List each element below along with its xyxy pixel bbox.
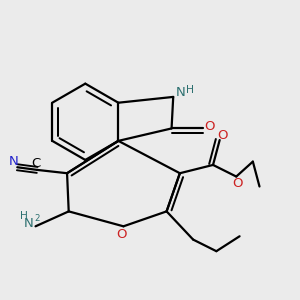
Text: N: N: [23, 217, 33, 230]
Text: H: H: [187, 85, 194, 95]
Text: O: O: [116, 228, 127, 242]
Text: H: H: [20, 211, 28, 221]
Text: N: N: [176, 86, 185, 99]
Text: O: O: [217, 129, 228, 142]
Text: N: N: [9, 155, 19, 168]
Text: O: O: [233, 177, 243, 190]
Text: O: O: [204, 120, 214, 133]
Text: C: C: [31, 158, 40, 170]
Text: 2: 2: [34, 214, 40, 223]
